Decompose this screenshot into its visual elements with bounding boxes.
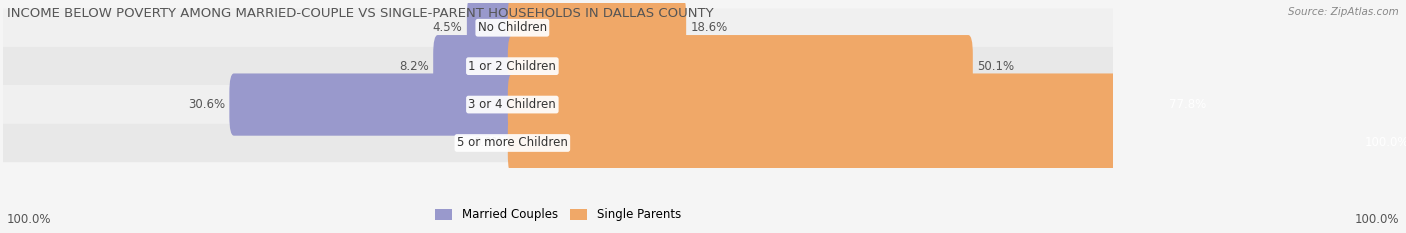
Text: No Children: No Children bbox=[478, 21, 547, 34]
Text: 30.6%: 30.6% bbox=[187, 98, 225, 111]
FancyBboxPatch shape bbox=[3, 85, 1114, 124]
Legend: Married Couples, Single Parents: Married Couples, Single Parents bbox=[432, 205, 685, 225]
FancyBboxPatch shape bbox=[467, 0, 517, 59]
Text: 100.0%: 100.0% bbox=[1364, 137, 1406, 150]
FancyBboxPatch shape bbox=[433, 35, 517, 97]
FancyBboxPatch shape bbox=[229, 73, 517, 136]
FancyBboxPatch shape bbox=[3, 47, 1114, 85]
Text: 100.0%: 100.0% bbox=[7, 213, 52, 226]
Text: Source: ZipAtlas.com: Source: ZipAtlas.com bbox=[1288, 7, 1399, 17]
Text: 1 or 2 Children: 1 or 2 Children bbox=[468, 60, 557, 73]
FancyBboxPatch shape bbox=[508, 73, 1225, 136]
FancyBboxPatch shape bbox=[3, 9, 1114, 47]
Text: 50.1%: 50.1% bbox=[977, 60, 1015, 73]
Text: 4.5%: 4.5% bbox=[433, 21, 463, 34]
Text: 8.2%: 8.2% bbox=[399, 60, 429, 73]
Text: INCOME BELOW POVERTY AMONG MARRIED-COUPLE VS SINGLE-PARENT HOUSEHOLDS IN DALLAS : INCOME BELOW POVERTY AMONG MARRIED-COUPL… bbox=[7, 7, 714, 20]
Text: 18.6%: 18.6% bbox=[690, 21, 728, 34]
FancyBboxPatch shape bbox=[3, 124, 1114, 162]
Text: 0.0%: 0.0% bbox=[474, 137, 503, 150]
FancyBboxPatch shape bbox=[508, 0, 686, 59]
Text: 5 or more Children: 5 or more Children bbox=[457, 137, 568, 150]
Text: 3 or 4 Children: 3 or 4 Children bbox=[468, 98, 557, 111]
Text: 100.0%: 100.0% bbox=[1354, 213, 1399, 226]
Text: 77.8%: 77.8% bbox=[1170, 98, 1206, 111]
FancyBboxPatch shape bbox=[508, 112, 1406, 174]
FancyBboxPatch shape bbox=[508, 35, 973, 97]
